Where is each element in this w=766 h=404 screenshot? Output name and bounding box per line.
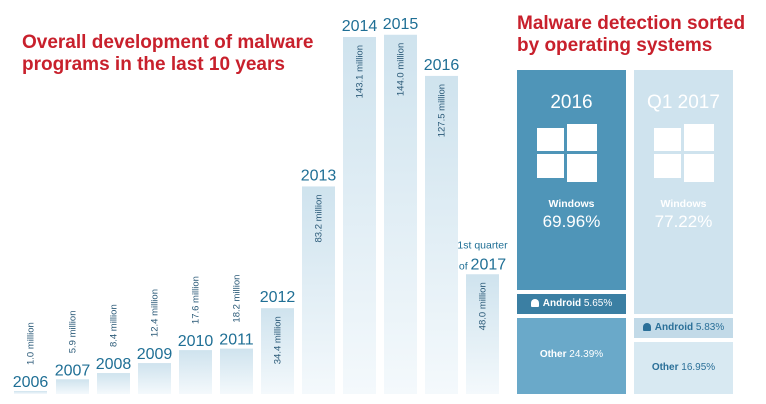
android-row: Android 5.83% [634, 322, 733, 333]
bar-1 [56, 379, 89, 394]
windows-logo-icon [654, 124, 714, 184]
other-label: Other [539, 349, 567, 360]
value-label: 5.9 million [68, 310, 79, 353]
windows-label: Windows [660, 198, 707, 210]
category-label: 2012 [260, 289, 296, 306]
value-label: 83.2 million [314, 194, 325, 242]
value-label: 17.6 million [191, 276, 202, 324]
category-label: 2014 [342, 18, 378, 35]
category-label: 2008 [96, 356, 132, 373]
bar-9 [384, 34, 417, 394]
windows-percent: 77.22% [654, 212, 713, 231]
os-section-title: Malware detection sorted by operating sy… [517, 13, 746, 56]
category-label: 2013 [301, 167, 337, 184]
other-percent: 16.95% [681, 362, 716, 373]
android-label: Android [654, 322, 694, 333]
windows-percent: 69.96% [542, 212, 601, 231]
value-label: 143.1 million [355, 45, 366, 98]
category-label: 2007 [55, 362, 91, 379]
other-label: Other [651, 362, 679, 373]
bar-10 [425, 75, 458, 394]
bar-3 [138, 363, 171, 394]
other-percent: 24.39% [569, 349, 604, 360]
value-label: 18.2 million [232, 275, 243, 323]
android-percent: 5.83% [695, 322, 725, 333]
other-segment: Other 24.39% [517, 318, 626, 394]
category-label-year: of 2017 [459, 256, 506, 273]
other-segment: Other 16.95% [634, 342, 733, 394]
value-label: 144.0 million [396, 43, 407, 96]
bar-2 [97, 373, 130, 394]
category-label: 2006 [13, 374, 49, 391]
bar-4 [179, 350, 212, 394]
value-label: 127.5 million [437, 84, 448, 137]
bar-11 [466, 274, 499, 394]
android-icon [530, 299, 539, 307]
category-label: 1st quarter [457, 239, 508, 251]
android-segment: Android 5.65% [517, 294, 626, 314]
value-label: 8.4 million [109, 304, 120, 347]
category-label: 2010 [178, 333, 214, 350]
android-label: Android [542, 298, 582, 309]
windows-label: Windows [548, 198, 595, 210]
chart-title: Overall development of malware programs … [22, 32, 314, 75]
category-label: 2011 [219, 332, 254, 349]
android-segment: Android 5.83% [634, 318, 733, 338]
bar-7 [302, 186, 335, 394]
windows-segment: 2016 Windows 69.96% [517, 70, 626, 290]
bar-5 [220, 348, 253, 394]
os-column-2016: 2016 Windows 69.96% Android 5.65% Other … [517, 70, 626, 394]
value-label: 1.0 million [26, 322, 37, 365]
bar-6 [261, 308, 294, 394]
android-percent: 5.65% [583, 298, 613, 309]
column-year: 2016 [550, 92, 593, 113]
other-row: Other 24.39% [517, 349, 626, 360]
os-column-q1-2017: Q1 2017 Windows 77.22% Android 5.83% Oth… [634, 70, 733, 394]
category-label: 2015 [383, 16, 419, 33]
other-row: Other 16.95% [634, 362, 733, 373]
category-label: 2016 [424, 57, 460, 74]
column-year: Q1 2017 [647, 92, 720, 113]
value-label: 12.4 million [150, 289, 161, 337]
android-icon [642, 323, 651, 331]
windows-segment: Q1 2017 Windows 77.22% [634, 70, 733, 314]
windows-logo-icon [537, 124, 597, 184]
android-row: Android 5.65% [517, 298, 626, 309]
malware-bar-chart: 2006 1.0 million 2007 5.9 million 2008 8.4 mi… [13, 16, 508, 394]
value-label: 34.4 million [273, 316, 284, 364]
value-label: 48.0 million [478, 282, 489, 330]
bar-8 [343, 37, 376, 394]
category-label: 2009 [137, 346, 173, 363]
bar-0 [14, 391, 47, 394]
